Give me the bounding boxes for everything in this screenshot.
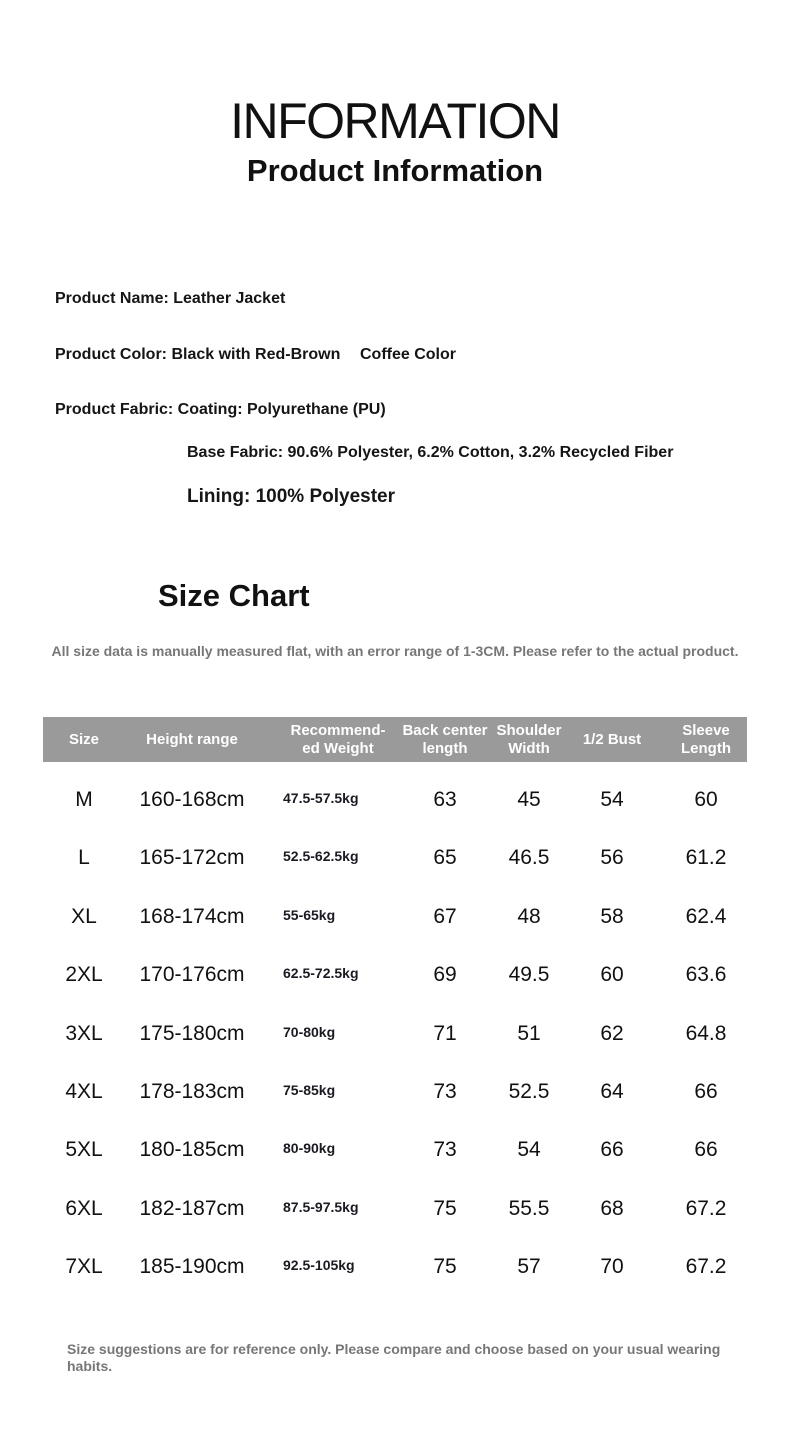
- table-cell: 57: [517, 1255, 541, 1279]
- table-row: 7XL 185-190cm 92.5-105kg 75 57 70 67.2: [0, 1247, 790, 1287]
- table-cell: 168-174cm: [139, 904, 245, 928]
- table-cell: 75: [433, 1196, 457, 1220]
- table-cell: 170-176cm: [139, 963, 245, 987]
- table-cell: 185-190cm: [139, 1255, 245, 1279]
- product-fabric: Product Fabric: Coating: Polyurethane (P…: [55, 401, 386, 418]
- column-header: Height range: [146, 730, 238, 748]
- table-cell: 56: [600, 846, 624, 870]
- table-cell: 55-65kg: [283, 906, 336, 923]
- table-cell: 67.2: [685, 1255, 727, 1279]
- size-chart-note: All size data is manually measured flat,…: [51, 643, 739, 659]
- table-cell: 47.5-57.5kg: [283, 790, 359, 806]
- table-cell: 75: [433, 1255, 457, 1279]
- base-fabric: Base Fabric: 90.6% Polyester, 6.2% Cotto…: [187, 444, 674, 461]
- table-cell: 5XL: [65, 1138, 103, 1162]
- table-cell: 60: [600, 963, 624, 987]
- column-header: Recommend- ed Weight: [290, 721, 386, 757]
- table-cell: 62: [600, 1021, 624, 1045]
- product-name: Product Name: Leather Jacket: [55, 290, 286, 307]
- table-cell: 71: [433, 1021, 457, 1045]
- product-color: Product Color: Black with Red-Brown: [55, 346, 341, 363]
- table-cell: 87.5-97.5kg: [283, 1198, 359, 1215]
- table-cell: XL: [71, 904, 97, 928]
- table-cell: 3XL: [65, 1021, 103, 1045]
- table-cell: 66: [694, 1138, 718, 1162]
- table-cell: 67: [433, 904, 457, 928]
- table-cell: 58: [600, 904, 624, 928]
- table-cell: 66: [694, 1080, 718, 1103]
- column-header: Back center length: [402, 721, 488, 757]
- table-cell: L: [78, 846, 90, 870]
- table-cell: 64.8: [685, 1021, 727, 1045]
- table-cell: 63.6: [685, 963, 727, 987]
- table-cell: 92.5-105kg: [283, 1257, 355, 1274]
- table-cell: 75-85kg: [283, 1082, 336, 1098]
- table-cell: 175-180cm: [139, 1021, 245, 1045]
- table-row: 6XL 182-187cm 87.5-97.5kg 75 55.5 68 67.2: [0, 1189, 790, 1229]
- table-row: M 160-168cm 47.5-57.5kg 63 45 54 60: [0, 780, 790, 820]
- table-cell: 160-168cm: [139, 788, 245, 811]
- table-row: XL 168-174cm 55-65kg 67 48 58 62.4: [0, 897, 790, 937]
- table-cell: 178-183cm: [139, 1080, 245, 1103]
- table-row: L 165-172cm 52.5-62.5kg 65 46.5 56 61.2: [0, 838, 790, 878]
- table-cell: 49.5: [508, 963, 550, 987]
- product-color-alt: Coffee Color: [360, 346, 456, 363]
- table-cell: 60: [694, 788, 718, 811]
- table-cell: 69: [433, 963, 457, 987]
- table-cell: 73: [433, 1138, 457, 1162]
- table-cell: 66: [600, 1138, 624, 1162]
- table-cell: 2XL: [65, 963, 103, 987]
- page-title: INFORMATION: [230, 93, 561, 149]
- table-row: 2XL 170-176cm 62.5-72.5kg 69 49.5 60 63.6: [0, 955, 790, 995]
- table-cell: 65: [433, 846, 457, 870]
- table-cell: 68: [600, 1196, 624, 1220]
- column-header: Size: [68, 730, 99, 748]
- size-chart-title: Size Chart: [158, 578, 310, 613]
- table-cell: 70: [600, 1255, 624, 1279]
- table-cell: 51: [517, 1021, 541, 1045]
- table-cell: 73: [433, 1080, 457, 1103]
- table-cell: 54: [600, 788, 624, 811]
- table-cell: 45: [517, 788, 541, 811]
- table-cell: 182-187cm: [139, 1196, 245, 1220]
- table-cell: 6XL: [65, 1196, 103, 1220]
- table-cell: 48: [517, 904, 541, 928]
- table-cell: 165-172cm: [139, 846, 245, 870]
- column-header: 1/2 Bust: [582, 730, 642, 748]
- table-cell: 63: [433, 788, 457, 811]
- table-row: 4XL 178-183cm 75-85kg 73 52.5 64 66: [0, 1072, 790, 1112]
- table-cell: 80-90kg: [283, 1140, 336, 1157]
- footer-note: Size suggestions are for reference only.…: [67, 1341, 721, 1374]
- table-cell: 70-80kg: [283, 1023, 336, 1040]
- table-cell: M: [75, 788, 93, 811]
- table-cell: 61.2: [685, 846, 727, 870]
- table-cell: 62.4: [685, 904, 727, 928]
- lining: Lining: 100% Polyester: [187, 486, 396, 507]
- table-cell: 54: [517, 1138, 541, 1162]
- table-cell: 180-185cm: [139, 1138, 245, 1162]
- table-cell: 67.2: [685, 1196, 727, 1220]
- table-row: 3XL 175-180cm 70-80kg 71 51 62 64.8: [0, 1014, 790, 1054]
- table-cell: 52.5: [508, 1080, 550, 1103]
- table-row: 5XL 180-185cm 80-90kg 73 54 66 66: [0, 1130, 790, 1170]
- table-header: Size Height range Recommend- ed Weight Back…: [43, 717, 747, 762]
- table-cell: 4XL: [65, 1080, 103, 1103]
- page-subtitle: Product Information: [246, 153, 544, 188]
- table-cell: 46.5: [508, 846, 550, 870]
- table-cell: 7XL: [65, 1255, 103, 1279]
- table-cell: 55.5: [508, 1196, 550, 1220]
- table-cell: 62.5-72.5kg: [283, 965, 359, 982]
- column-header: Shoulder Width: [496, 721, 562, 757]
- table-cell: 52.5-62.5kg: [283, 848, 359, 865]
- table-cell: 64: [600, 1080, 624, 1103]
- column-header: Sleeve Length: [681, 721, 731, 757]
